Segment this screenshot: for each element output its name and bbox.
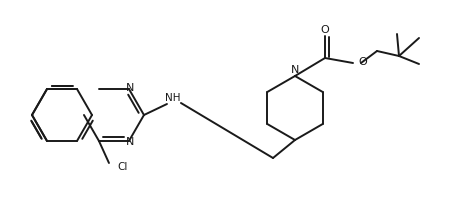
Text: NH: NH: [165, 93, 181, 103]
Text: N: N: [126, 83, 134, 93]
Text: O: O: [321, 25, 329, 35]
Text: N: N: [291, 65, 299, 75]
Text: N: N: [126, 137, 134, 147]
Text: O: O: [358, 57, 367, 67]
Text: Cl: Cl: [117, 162, 127, 172]
